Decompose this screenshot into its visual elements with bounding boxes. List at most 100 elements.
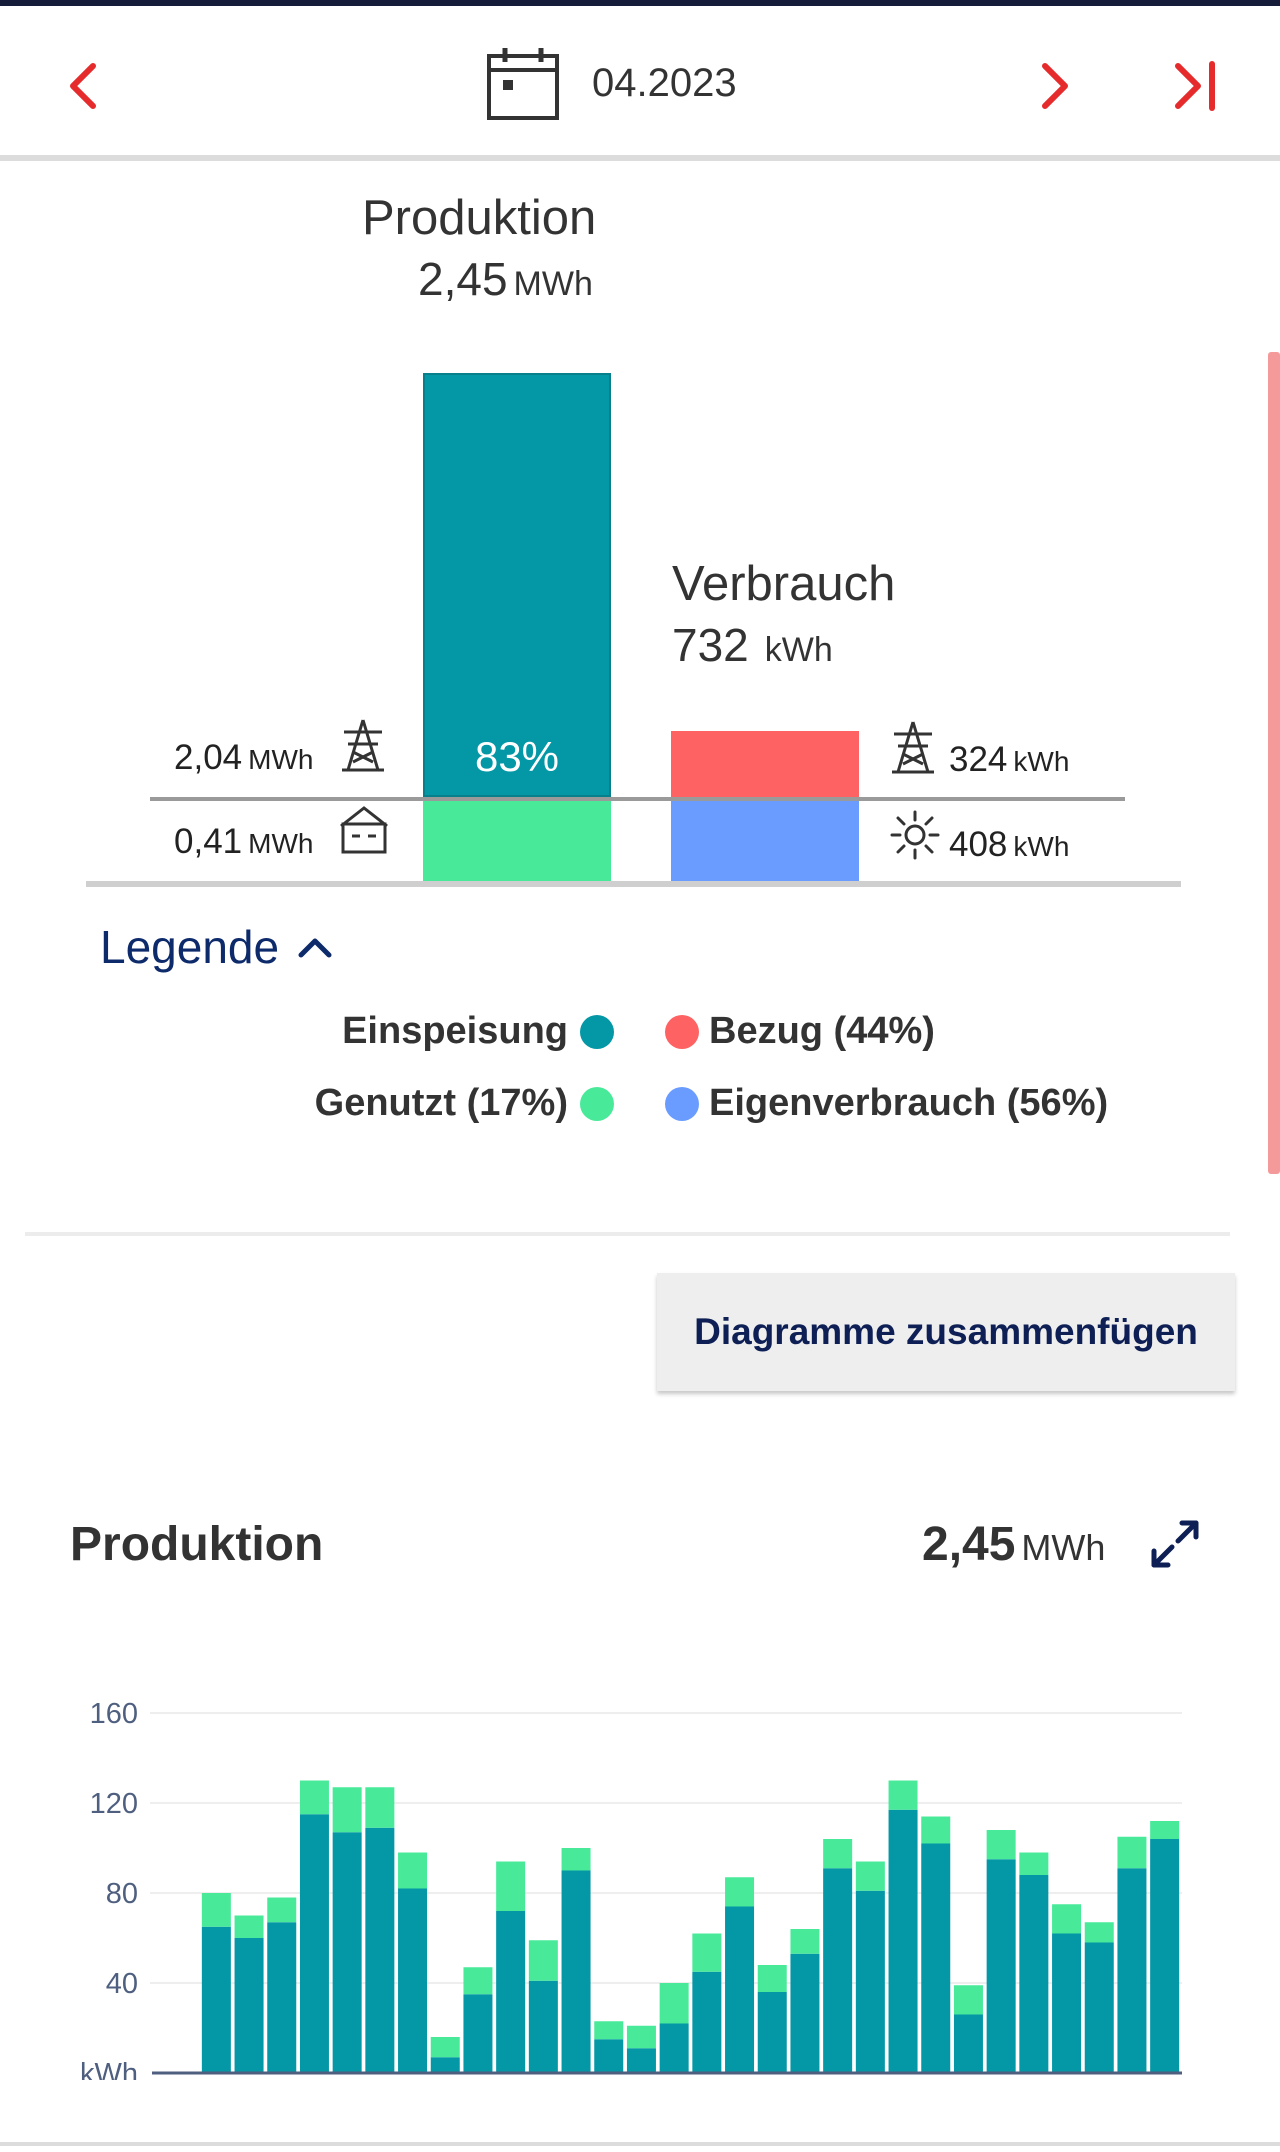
bar-used-day-19 bbox=[790, 1929, 820, 1954]
consumption-total: 732 kWh bbox=[672, 619, 833, 671]
bar-used-day-18 bbox=[757, 1965, 787, 1992]
chevron-right-icon bbox=[1042, 63, 1068, 109]
power-pylon-icon bbox=[890, 720, 936, 781]
overview-base-line bbox=[86, 881, 1181, 887]
bar-used-day-15 bbox=[659, 1983, 689, 2024]
skip-to-end-icon bbox=[1175, 61, 1215, 111]
bar-used-day-12 bbox=[561, 1848, 591, 1871]
bar-feed-in-day-2 bbox=[234, 1938, 264, 2073]
bar-used-day-30 bbox=[1150, 1821, 1180, 1839]
bar-feed-in-day-12 bbox=[561, 1870, 591, 2073]
bar-used-day-26 bbox=[1019, 1852, 1049, 1875]
bar-used-day-11 bbox=[528, 1940, 558, 1981]
legend-dot-used bbox=[580, 1086, 614, 1121]
bar-used-day-14 bbox=[626, 2025, 656, 2049]
current-month-label[interactable]: 04.2023 bbox=[592, 61, 737, 105]
bar-feed-in-day-21 bbox=[855, 1890, 885, 2073]
legend-item-self: Eigenverbrauch (56%) bbox=[665, 1082, 1108, 1125]
bar-feed-in-day-22 bbox=[888, 1809, 918, 2073]
bar-feed-in-day-30 bbox=[1150, 1839, 1180, 2073]
grid-consumption-value: 324 kWh bbox=[949, 740, 1070, 779]
bar-used-day-13 bbox=[594, 2021, 624, 2040]
bar-used-day-2 bbox=[234, 1915, 264, 1938]
bar-feed-in-day-18 bbox=[757, 1992, 787, 2073]
chevron-up-icon bbox=[298, 938, 332, 958]
grid-consumption-bar bbox=[671, 731, 859, 799]
power-pylon-icon bbox=[340, 718, 386, 779]
production-bar-chart: 4080120160kWh1357911131517192123252729 bbox=[80, 1698, 1182, 2080]
bar-used-day-28 bbox=[1084, 1922, 1114, 1943]
bar-used-day-9 bbox=[463, 1967, 493, 1995]
latest-month-button[interactable] bbox=[1160, 51, 1230, 121]
bar-feed-in-day-19 bbox=[790, 1953, 820, 2073]
legend-dot-feed-in bbox=[580, 1014, 614, 1049]
chevron-left-icon bbox=[70, 63, 96, 109]
legend-label-self: Eigenverbrauch (56%) bbox=[709, 1082, 1109, 1124]
bar-feed-in-day-16 bbox=[692, 1971, 722, 2073]
sun-icon bbox=[890, 810, 940, 865]
bar-feed-in-day-7 bbox=[398, 1888, 428, 2073]
legend-dot-self bbox=[665, 1086, 699, 1121]
bottom-divider bbox=[0, 2142, 1280, 2146]
bar-used-day-10 bbox=[496, 1861, 526, 1911]
bar-feed-in-day-15 bbox=[659, 2023, 689, 2073]
overview-mid-line bbox=[150, 797, 1125, 801]
bar-used-day-22 bbox=[888, 1780, 918, 1810]
navigation-divider bbox=[0, 155, 1280, 161]
bar-feed-in-day-28 bbox=[1084, 1942, 1114, 2073]
legend-label-grid: Bezug (44%) bbox=[709, 1010, 935, 1052]
bar-used-day-5 bbox=[332, 1787, 362, 1833]
bar-feed-in-day-26 bbox=[1019, 1875, 1049, 2073]
bar-used-day-3 bbox=[267, 1897, 297, 1923]
next-month-button[interactable] bbox=[1020, 51, 1090, 121]
expand-chart-button[interactable] bbox=[1146, 1515, 1204, 1573]
y-axis-unit-label: kWh bbox=[80, 2058, 138, 2080]
y-tick-label: 160 bbox=[90, 1698, 138, 1730]
bar-used-day-23 bbox=[921, 1816, 951, 1844]
bar-used-day-20 bbox=[823, 1839, 853, 1869]
legend-item-feed-in: Einspeisung bbox=[342, 1010, 614, 1053]
y-tick-label: 80 bbox=[106, 1878, 138, 1910]
bar-feed-in-day-11 bbox=[528, 1980, 558, 2073]
feed-in-value: 2,04 MWh bbox=[174, 738, 314, 777]
bar-used-day-21 bbox=[855, 1861, 885, 1891]
bar-feed-in-day-27 bbox=[1052, 1933, 1082, 2073]
self-consumption-value: 408 kWh bbox=[949, 825, 1070, 864]
bar-used-day-8 bbox=[430, 2037, 460, 2058]
bar-used-day-4 bbox=[299, 1780, 329, 1815]
bar-used-day-17 bbox=[725, 1877, 755, 1907]
bar-used-day-24 bbox=[953, 1985, 983, 2015]
bar-feed-in-day-4 bbox=[299, 1814, 329, 2073]
bar-used-day-29 bbox=[1117, 1836, 1147, 1869]
bar-feed-in-day-1 bbox=[201, 1926, 231, 2073]
bar-feed-in-day-20 bbox=[823, 1868, 853, 2073]
top-accent-line bbox=[0, 0, 1280, 6]
bar-used-day-25 bbox=[986, 1830, 1016, 1860]
production-chart-title: Produktion bbox=[70, 1518, 324, 1571]
bar-feed-in-day-3 bbox=[267, 1922, 297, 2073]
previous-month-button[interactable] bbox=[48, 51, 118, 121]
y-tick-label: 120 bbox=[90, 1788, 138, 1820]
date-navigation: 04.2023 bbox=[0, 6, 1280, 156]
legend-title: Legende bbox=[100, 921, 280, 973]
house-icon bbox=[338, 804, 390, 861]
legend-toggle[interactable]: Legende bbox=[100, 920, 337, 974]
merge-diagrams-button[interactable]: Diagramme zusammenfügen bbox=[657, 1273, 1235, 1391]
legend-label-used: Genutzt (17%) bbox=[314, 1082, 568, 1124]
y-tick-label: 40 bbox=[106, 1968, 138, 2000]
consumption-label: Verbrauch bbox=[672, 557, 896, 611]
legend-dot-grid bbox=[665, 1014, 699, 1049]
feed-in-percent: 83% bbox=[474, 733, 560, 780]
production-total: 2,45 MWh bbox=[418, 253, 593, 305]
production-label: Produktion bbox=[362, 191, 597, 245]
bar-used-day-16 bbox=[692, 1933, 722, 1972]
self-consumption-bar bbox=[671, 800, 859, 881]
expand-icon bbox=[1151, 1520, 1199, 1568]
calendar-icon[interactable] bbox=[485, 46, 561, 122]
feed-in-bar bbox=[423, 373, 611, 797]
production-chart-total: 2,45 MWh bbox=[922, 1518, 1106, 1571]
bar-feed-in-day-29 bbox=[1117, 1868, 1147, 2073]
legend-item-used: Genutzt (17%) bbox=[315, 1082, 614, 1125]
scroll-indicator bbox=[1268, 352, 1280, 1174]
legend-label-feed-in: Einspeisung bbox=[342, 1010, 568, 1052]
